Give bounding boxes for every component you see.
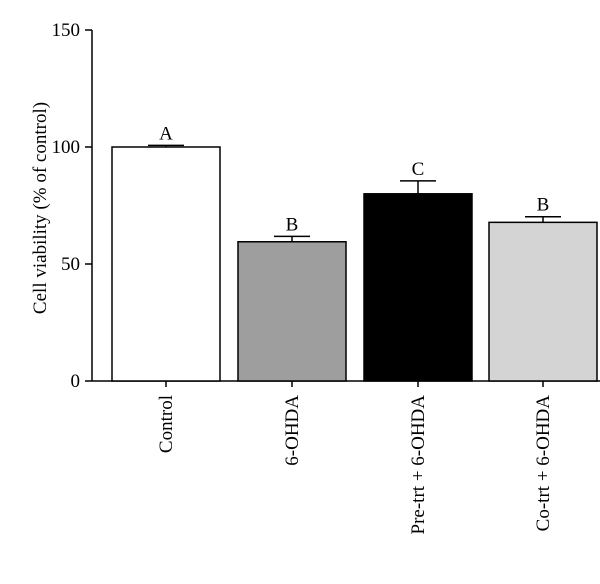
category-labels: Control 6-OHDA Pre-trt + 6-OHDA Co-trt + 6-… [156,395,554,535]
category-label: Pre-trt + 6-OHDA [408,395,429,535]
y-tick-label: 0 [71,371,81,392]
y-tick-label: 150 [52,20,81,41]
y-tick-label: 50 [61,254,80,275]
error-bars [148,144,561,242]
bar [111,146,221,382]
y-tick-label: 100 [52,137,81,158]
y-axis-title: Cell viability (% of control) [30,102,51,314]
significance-label: B [537,195,550,216]
significance-label: C [412,159,425,180]
category-label: Co-trt + 6-OHDA [533,395,554,532]
bars [111,146,598,382]
significance-labels: A B C B [159,123,549,235]
bar [237,241,347,382]
significance-label: A [159,123,173,144]
significance-label: B [286,214,299,235]
category-label: 6-OHDA [282,395,303,466]
bar [363,193,473,382]
bar [488,221,598,382]
category-label: Control [156,395,177,453]
